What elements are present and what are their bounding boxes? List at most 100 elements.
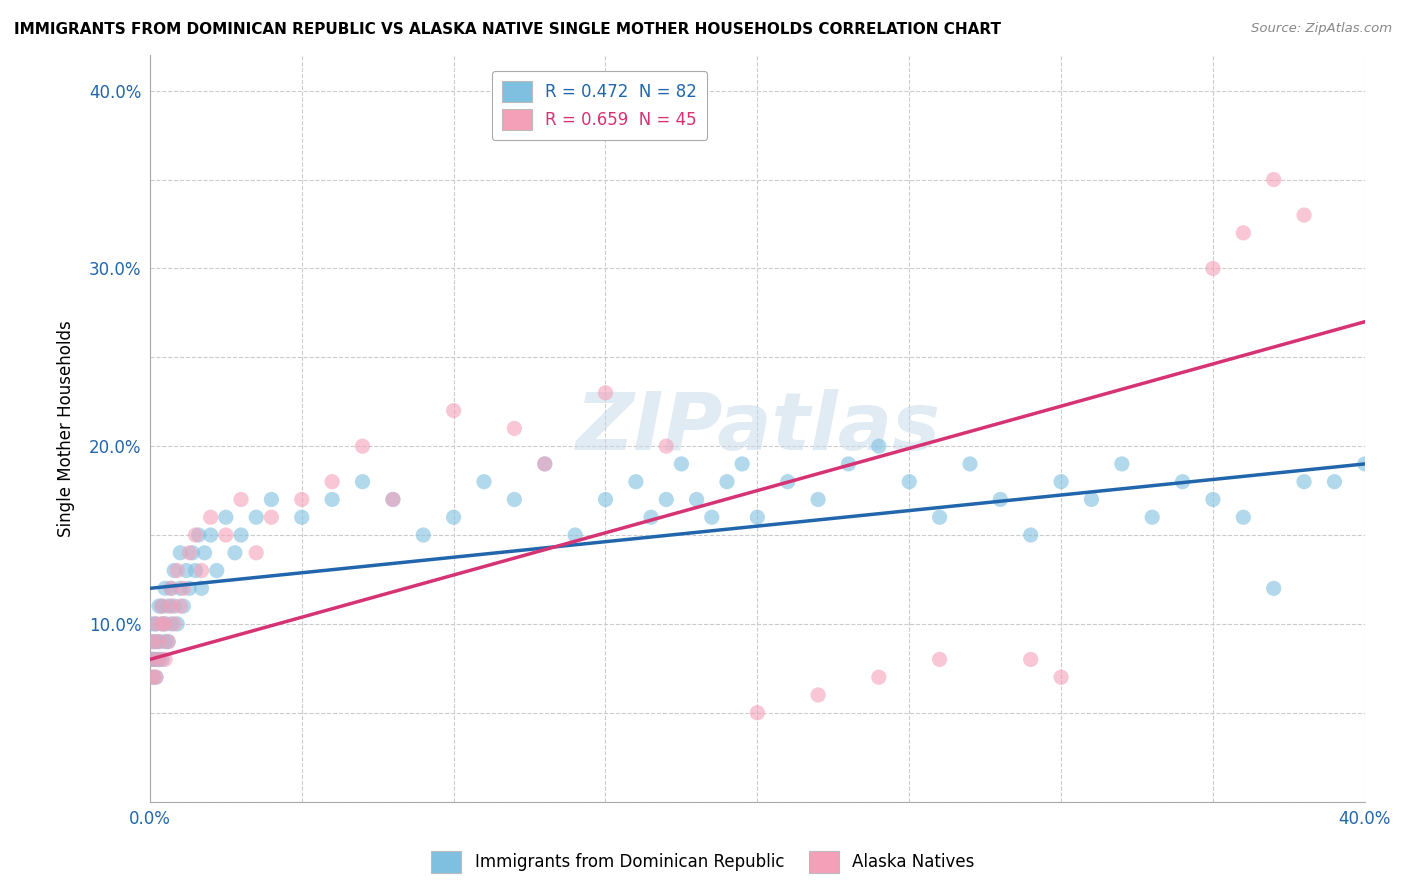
Point <box>700 510 723 524</box>
Point <box>224 546 246 560</box>
Text: Source: ZipAtlas.com: Source: ZipAtlas.com <box>1251 22 1392 36</box>
Point <box>1171 475 1194 489</box>
Point <box>868 670 890 684</box>
Point <box>624 475 647 489</box>
Point <box>142 634 165 648</box>
Point <box>145 652 167 666</box>
Point <box>352 439 374 453</box>
Point <box>150 616 173 631</box>
Point <box>1294 208 1316 222</box>
Point <box>163 599 186 613</box>
Point <box>1323 475 1346 489</box>
Point <box>157 634 180 648</box>
Point <box>148 634 170 648</box>
Point <box>928 652 950 666</box>
Point <box>352 475 374 489</box>
Point <box>321 475 343 489</box>
Point <box>142 670 165 684</box>
Point <box>595 385 617 400</box>
Point <box>150 599 173 613</box>
Point <box>655 439 678 453</box>
Point <box>260 492 283 507</box>
Point <box>747 706 769 720</box>
Point <box>716 475 738 489</box>
Point <box>163 616 186 631</box>
Point <box>1232 510 1254 524</box>
Point <box>169 599 191 613</box>
Point <box>1232 226 1254 240</box>
Point <box>150 652 173 666</box>
Point <box>807 688 830 702</box>
Point <box>145 670 167 684</box>
Point <box>215 528 238 542</box>
Point <box>381 492 404 507</box>
Point <box>148 599 170 613</box>
Point <box>150 616 173 631</box>
Point <box>837 457 859 471</box>
Point <box>533 457 555 471</box>
Point <box>157 599 180 613</box>
Point <box>260 510 283 524</box>
Point <box>747 510 769 524</box>
Point <box>172 582 194 596</box>
Point <box>184 528 207 542</box>
Point <box>229 492 252 507</box>
Point <box>166 564 188 578</box>
Legend: Immigrants from Dominican Republic, Alaska Natives: Immigrants from Dominican Republic, Alas… <box>425 845 981 880</box>
Point <box>291 510 314 524</box>
Point <box>671 457 693 471</box>
Point <box>163 564 186 578</box>
Point <box>443 510 465 524</box>
Point <box>145 616 167 631</box>
Point <box>291 492 314 507</box>
Point <box>194 546 217 560</box>
Point <box>655 492 678 507</box>
Point <box>595 492 617 507</box>
Point <box>1202 492 1225 507</box>
Point <box>1050 475 1073 489</box>
Point <box>412 528 434 542</box>
Point <box>190 582 212 596</box>
Point <box>184 564 207 578</box>
Point <box>142 652 165 666</box>
Point <box>145 616 167 631</box>
Point <box>205 564 228 578</box>
Legend: R = 0.472  N = 82, R = 0.659  N = 45: R = 0.472 N = 82, R = 0.659 N = 45 <box>492 71 707 140</box>
Point <box>145 670 167 684</box>
Point <box>898 475 921 489</box>
Point <box>381 492 404 507</box>
Point <box>142 670 165 684</box>
Point <box>200 510 222 524</box>
Point <box>503 421 526 435</box>
Y-axis label: Single Mother Households: Single Mother Households <box>58 320 75 537</box>
Point <box>1140 510 1163 524</box>
Point <box>187 528 209 542</box>
Point <box>1354 457 1376 471</box>
Point <box>685 492 707 507</box>
Point <box>1111 457 1133 471</box>
Point <box>928 510 950 524</box>
Point <box>1294 475 1316 489</box>
Point <box>1202 261 1225 276</box>
Point <box>153 616 176 631</box>
Point <box>179 546 201 560</box>
Point <box>1050 670 1073 684</box>
Point <box>142 616 165 631</box>
Point <box>807 492 830 507</box>
Point <box>153 652 176 666</box>
Point <box>142 652 165 666</box>
Point <box>153 582 176 596</box>
Point <box>229 528 252 542</box>
Point <box>190 564 212 578</box>
Point <box>169 546 191 560</box>
Point <box>160 599 183 613</box>
Point <box>153 616 176 631</box>
Point <box>564 528 586 542</box>
Point <box>321 492 343 507</box>
Point <box>503 492 526 507</box>
Point <box>176 564 198 578</box>
Point <box>1263 582 1285 596</box>
Point <box>776 475 799 489</box>
Point <box>181 546 204 560</box>
Point <box>731 457 754 471</box>
